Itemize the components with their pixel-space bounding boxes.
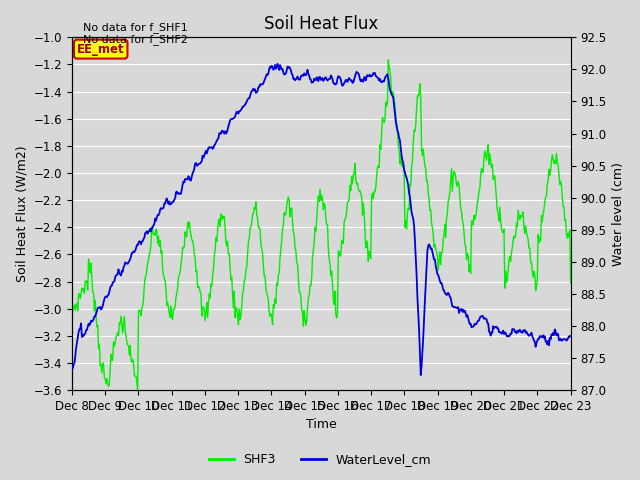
X-axis label: Time: Time bbox=[306, 419, 337, 432]
Y-axis label: Soil Heat Flux (W/m2): Soil Heat Flux (W/m2) bbox=[15, 145, 28, 282]
Legend: SHF3, WaterLevel_cm: SHF3, WaterLevel_cm bbox=[204, 448, 436, 471]
Text: No data for f_SHF1: No data for f_SHF1 bbox=[83, 22, 188, 33]
Text: EE_met: EE_met bbox=[77, 43, 125, 56]
Text: No data for f_SHF2: No data for f_SHF2 bbox=[83, 35, 188, 46]
Title: Soil Heat Flux: Soil Heat Flux bbox=[264, 15, 378, 33]
Y-axis label: Water level (cm): Water level (cm) bbox=[612, 162, 625, 265]
